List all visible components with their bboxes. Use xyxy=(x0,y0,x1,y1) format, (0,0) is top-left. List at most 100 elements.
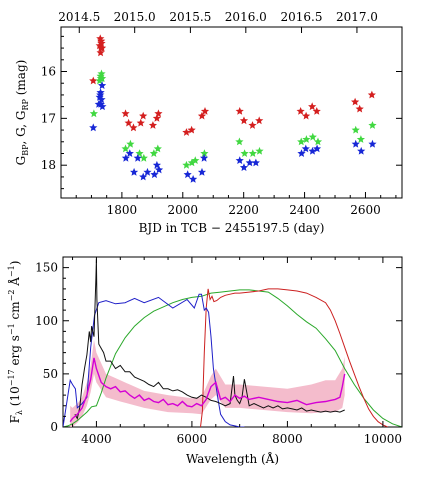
star-point xyxy=(235,156,244,164)
star-point xyxy=(189,175,198,183)
star-point xyxy=(98,43,107,52)
y-label-part: −2 xyxy=(7,290,16,302)
star-point xyxy=(197,167,207,176)
y-label-part: (mag) xyxy=(14,60,28,99)
star-point xyxy=(152,160,161,169)
star-point xyxy=(239,116,249,125)
star-point xyxy=(89,109,98,118)
star-point xyxy=(135,149,144,157)
y-label-part: cm xyxy=(8,301,22,324)
star-point xyxy=(308,146,317,155)
star-point xyxy=(297,149,306,157)
star-point xyxy=(98,102,107,111)
star-point xyxy=(297,137,306,146)
star-point xyxy=(302,135,311,143)
star-point xyxy=(97,95,106,104)
star-point xyxy=(125,149,134,157)
star-point xyxy=(96,88,105,97)
star-point xyxy=(248,149,257,157)
star-point xyxy=(200,153,209,162)
star-point xyxy=(313,137,323,146)
x-tick-label: 2600 xyxy=(350,203,381,217)
star-point xyxy=(235,107,244,115)
uncertainty-band xyxy=(70,339,345,427)
star-point xyxy=(187,125,196,134)
star-point xyxy=(313,144,322,153)
star-point xyxy=(152,114,161,122)
star-point xyxy=(182,128,191,136)
star-point xyxy=(255,116,264,125)
spectrum-line-3 xyxy=(69,357,346,423)
y-label-part: Å xyxy=(7,277,22,290)
top-tick-label: 2014.5 xyxy=(58,10,100,24)
star-point xyxy=(200,149,209,157)
star-point xyxy=(121,109,130,118)
star-point xyxy=(98,81,107,89)
star-point xyxy=(351,97,360,106)
y-tick-label: 0 xyxy=(50,420,58,434)
star-point xyxy=(200,107,210,115)
star-point xyxy=(368,121,377,129)
star-point xyxy=(351,125,360,134)
star-point xyxy=(308,102,317,111)
star-point xyxy=(154,165,164,174)
star-point xyxy=(97,69,106,78)
y-tick-label: 17 xyxy=(41,111,56,125)
star-point xyxy=(136,118,145,127)
top-tick-label: 2015.5 xyxy=(169,10,211,24)
x-tick-label: 10000 xyxy=(364,432,402,446)
star-point xyxy=(153,144,162,153)
star-point xyxy=(302,111,311,120)
star-point xyxy=(154,109,163,118)
star-point xyxy=(89,123,98,132)
star-point xyxy=(97,39,106,47)
star-point xyxy=(308,132,317,141)
star-point xyxy=(356,135,365,143)
top-tick-label: 2016.0 xyxy=(225,10,267,24)
x-tick-label: 2000 xyxy=(168,203,199,217)
x-axis-label: Wavelength (Å) xyxy=(186,451,279,466)
star-point xyxy=(183,170,192,179)
x-tick-label: 8000 xyxy=(272,432,303,446)
star-point xyxy=(124,118,133,127)
star-point xyxy=(182,160,191,169)
star-point xyxy=(245,158,254,167)
plot-frame-top xyxy=(60,26,403,199)
star-point xyxy=(351,139,360,148)
star-series-0 xyxy=(89,34,376,136)
star-point xyxy=(129,123,138,132)
star-series-2 xyxy=(89,81,377,183)
y-label-part: , G, G xyxy=(14,110,28,144)
y-tick-label: 16 xyxy=(41,65,56,79)
x-tick-label: 4000 xyxy=(81,432,112,446)
spectrum-line-1 xyxy=(63,289,402,427)
star-point xyxy=(367,90,376,99)
y-label-part: F xyxy=(8,415,22,423)
spectrum-plot-area xyxy=(63,259,402,427)
star-point xyxy=(296,107,305,115)
y-label-part: −1 xyxy=(7,323,16,335)
star-point xyxy=(130,167,139,176)
star-point xyxy=(240,149,249,157)
star-point xyxy=(121,153,130,162)
y-axis-label: Fλ (10−17 erg s−1 cm−2 Å−1) xyxy=(7,261,24,424)
x-tick-label: 6000 xyxy=(177,432,208,446)
star-point xyxy=(139,153,148,162)
star-point xyxy=(143,167,152,176)
star-point xyxy=(96,48,105,57)
y-label-part: −1 xyxy=(7,265,16,277)
star-point xyxy=(301,144,310,153)
y-label-part: −17 xyxy=(7,369,16,386)
star-point xyxy=(187,158,196,167)
star-point xyxy=(148,121,157,129)
y-label-part: λ xyxy=(15,410,24,415)
star-point xyxy=(126,139,135,148)
x-tick-label: 2200 xyxy=(228,203,259,217)
x-tick-label: 1800 xyxy=(107,203,138,217)
y-label-part: G xyxy=(14,156,28,166)
y-tick-label: 50 xyxy=(43,367,58,381)
top-tick-label: 2017.0 xyxy=(336,10,378,24)
top-tick-label: 2016.5 xyxy=(281,10,323,24)
star-point xyxy=(355,104,364,113)
